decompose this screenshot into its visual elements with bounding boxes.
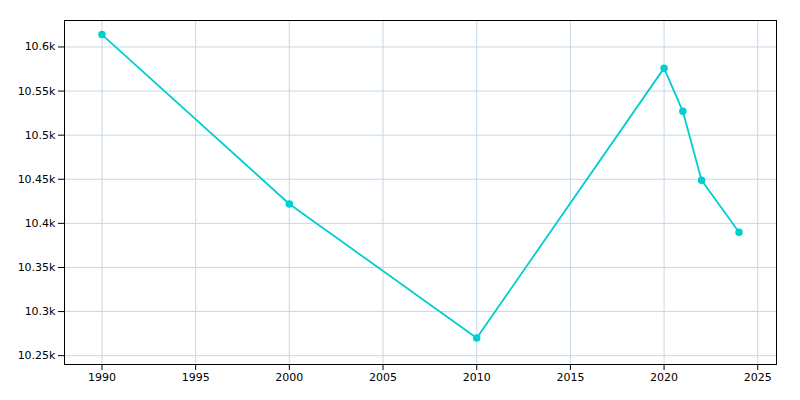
- svg-text:2015: 2015: [556, 371, 584, 384]
- svg-text:2020: 2020: [650, 371, 678, 384]
- svg-text:10.25k: 10.25k: [18, 349, 56, 362]
- svg-text:10.3k: 10.3k: [25, 305, 56, 318]
- svg-text:1990: 1990: [88, 371, 116, 384]
- svg-text:10.6k: 10.6k: [25, 40, 56, 53]
- svg-text:2025: 2025: [744, 371, 772, 384]
- svg-text:10.55k: 10.55k: [18, 85, 56, 98]
- svg-text:10.45k: 10.45k: [18, 173, 56, 186]
- svg-text:1995: 1995: [182, 371, 210, 384]
- svg-text:2000: 2000: [275, 371, 303, 384]
- svg-text:10.5k: 10.5k: [25, 129, 56, 142]
- svg-text:10.35k: 10.35k: [18, 261, 56, 274]
- svg-text:2005: 2005: [369, 371, 397, 384]
- svg-text:2010: 2010: [463, 371, 491, 384]
- svg-text:10.4k: 10.4k: [25, 217, 56, 230]
